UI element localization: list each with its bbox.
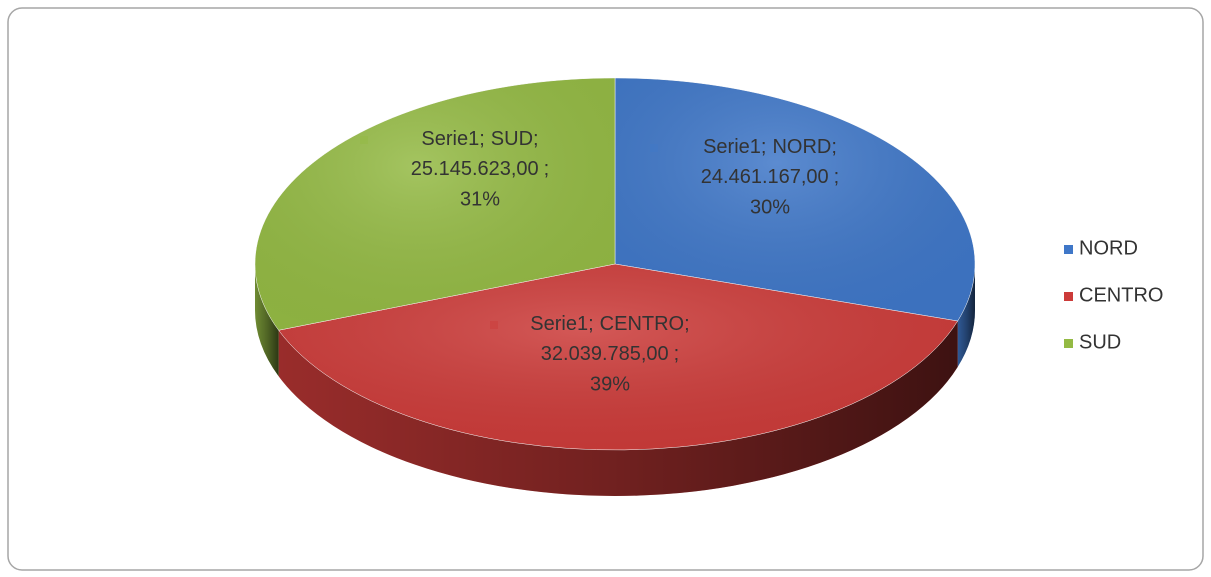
data-label-line: 24.461.167,00; <box>701 166 839 188</box>
data-labels: Serie1; NORD;24.461.167,00 ;30%Serie1; CENT… <box>360 128 839 395</box>
percent-label: 39% <box>590 373 630 395</box>
legend-label: CENTRO <box>1079 284 1163 306</box>
legend-label: SUD <box>1079 331 1121 353</box>
category: CENTRO <box>600 313 684 335</box>
legend-swatch <box>1064 292 1073 301</box>
label-key <box>360 136 368 144</box>
series-name: Serie1 <box>703 136 761 158</box>
value-label: 32.039.785,00 <box>541 343 669 365</box>
label-key <box>650 144 658 152</box>
series-name: Serie1 <box>421 128 479 150</box>
separator: ; <box>761 136 767 158</box>
separator: ; <box>479 128 485 150</box>
separator: ; <box>544 158 550 180</box>
separator: ; <box>588 313 594 335</box>
separator: ; <box>834 166 840 188</box>
legend-label: NORD <box>1079 237 1138 259</box>
percent-label: 31% <box>460 188 500 210</box>
separator: ; <box>674 343 680 365</box>
separator: ; <box>533 128 539 150</box>
value-label: 25.145.623,00 <box>411 158 539 180</box>
value-label: 24.461.167,00 <box>701 166 829 188</box>
separator: ; <box>831 136 837 158</box>
pie-slice-gloss <box>278 264 958 451</box>
pie-side-shade <box>278 321 958 496</box>
legend-swatch <box>1064 339 1073 348</box>
data-label-line: Serie1; CENTRO; <box>530 313 689 335</box>
category: SUD <box>491 128 533 150</box>
series-name: Serie1 <box>530 313 588 335</box>
data-label-line: 25.145.623,00; <box>411 158 549 180</box>
separator: ; <box>684 313 690 335</box>
category: NORD <box>772 136 831 158</box>
pie-side-shade <box>957 264 975 368</box>
pie-slice-gloss <box>615 78 975 322</box>
legend-swatch <box>1064 245 1073 254</box>
data-label-line: Serie1; SUD; <box>421 128 538 150</box>
label-key <box>490 321 498 329</box>
pie-tops <box>254 77 976 451</box>
pie-sides <box>255 264 975 496</box>
percent-label: 30% <box>750 196 790 218</box>
data-label-line: Serie1; NORD; <box>703 136 837 158</box>
legend: NORD CENTRO SUD <box>1064 237 1163 353</box>
pie-slice-gloss <box>255 78 616 331</box>
data-label-line: 32.039.785,00; <box>541 343 679 365</box>
pie-side-shade <box>255 264 279 377</box>
